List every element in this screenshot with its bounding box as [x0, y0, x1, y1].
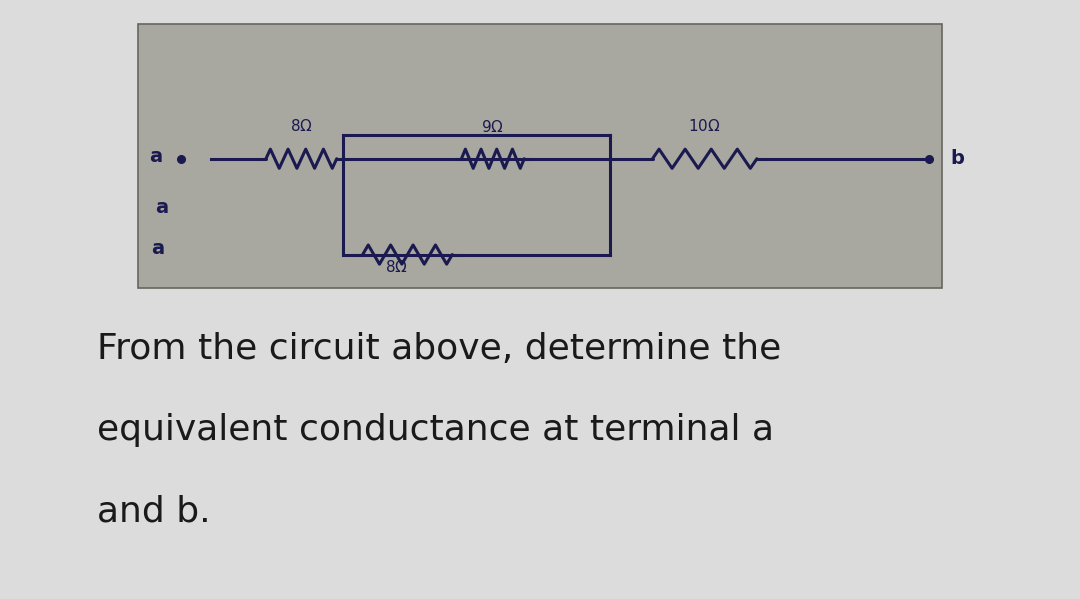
Text: $8\Omega$: $8\Omega$: [289, 117, 313, 134]
Text: a: a: [156, 198, 168, 217]
Text: From the circuit above, determine the: From the circuit above, determine the: [97, 332, 782, 367]
Text: $8\Omega$: $8\Omega$: [386, 259, 408, 276]
Text: b: b: [950, 149, 964, 168]
Text: a: a: [149, 147, 162, 166]
Text: $10\Omega$: $10\Omega$: [688, 117, 721, 134]
Text: a: a: [151, 239, 164, 258]
FancyBboxPatch shape: [138, 24, 942, 288]
Text: and b.: and b.: [97, 494, 211, 528]
Text: equivalent conductance at terminal a: equivalent conductance at terminal a: [97, 413, 774, 447]
Text: $9\Omega$: $9\Omega$: [482, 119, 504, 135]
